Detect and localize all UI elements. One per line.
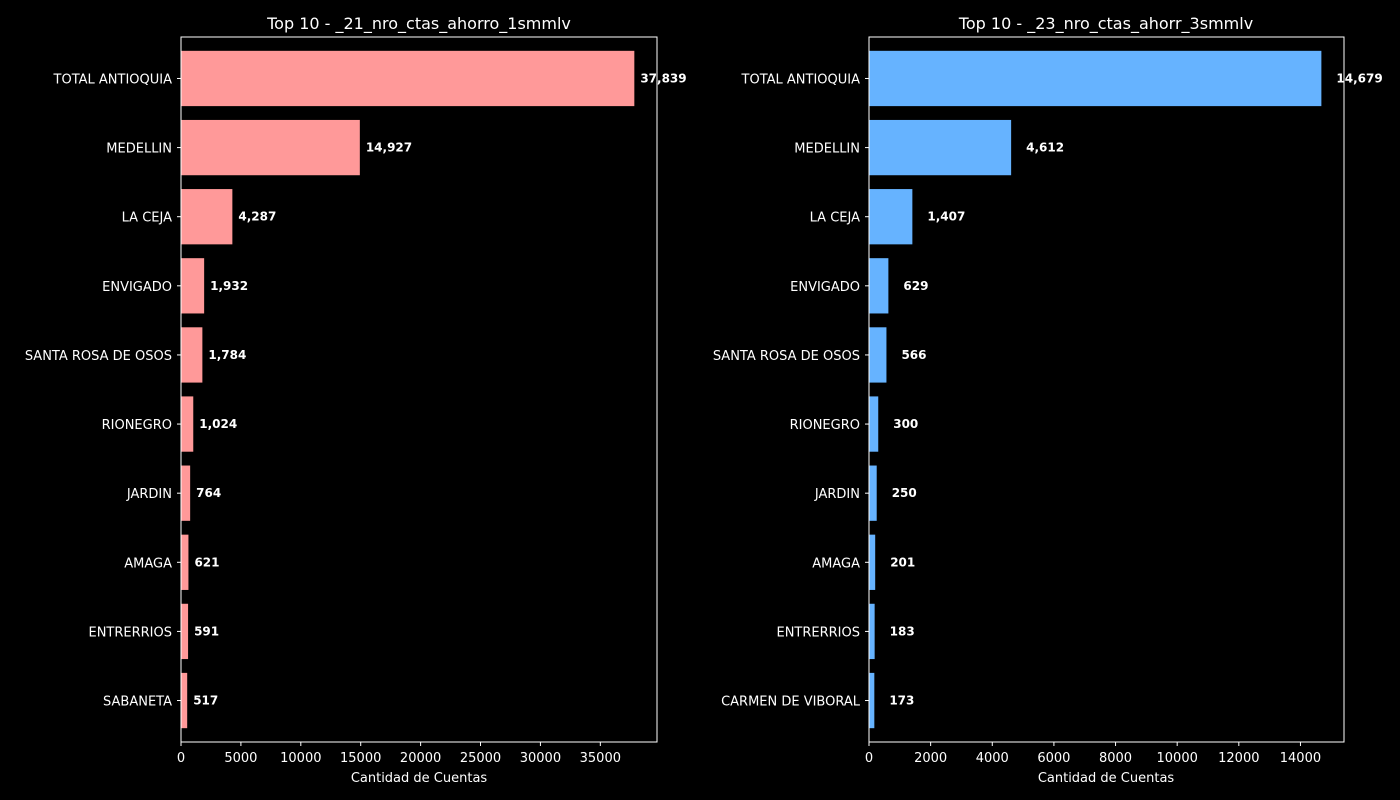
- x-tick-label: 5000: [224, 751, 257, 766]
- bar: [869, 466, 877, 521]
- x-tick-label: 0: [177, 751, 185, 766]
- y-tick-label: RIONEGRO: [102, 418, 172, 433]
- bar-value-label: 14,927: [366, 141, 412, 155]
- left-chart: Top 10 - _21_nro_ctas_ahorro_1smmlv Cant…: [25, 14, 687, 786]
- bar-value-label: 517: [193, 694, 218, 708]
- x-axis-label: Cantidad de Cuentas: [1038, 771, 1175, 786]
- bar: [181, 396, 193, 451]
- bar: [869, 189, 912, 244]
- chart-title: Top 10 - _21_nro_ctas_ahorro_1smmlv: [266, 14, 571, 34]
- bar: [181, 51, 634, 106]
- bar: [869, 258, 888, 313]
- bar-value-label: 4,612: [1026, 141, 1064, 155]
- y-tick-label: JARDIN: [814, 487, 860, 502]
- y-tick-label: LA CEJA: [122, 211, 172, 226]
- y-tick-label: TOTAL ANTIOQUIA: [53, 72, 173, 87]
- bar-value-label: 629: [903, 279, 928, 293]
- x-tick-label: 6000: [1037, 751, 1070, 766]
- bar: [181, 189, 232, 244]
- bar-value-label: 566: [901, 348, 926, 362]
- bar-value-label: 1,407: [927, 210, 965, 224]
- y-tick-label: SANTA ROSA DE OSOS: [25, 349, 172, 364]
- y-tick-label: ENVIGADO: [102, 280, 172, 295]
- y-tick-label: SANTA ROSA DE OSOS: [713, 349, 860, 364]
- bar-value-label: 764: [196, 486, 221, 500]
- bar: [869, 535, 875, 590]
- x-tick-label: 14000: [1280, 751, 1321, 766]
- bar: [869, 120, 1011, 175]
- x-tick-label: 25000: [460, 751, 501, 766]
- x-tick-label: 4000: [976, 751, 1009, 766]
- y-tick-label: ENTRERRIOS: [776, 625, 860, 640]
- bar: [181, 535, 188, 590]
- bar-value-label: 621: [194, 555, 219, 569]
- bar-value-label: 300: [893, 417, 918, 431]
- bar: [181, 258, 204, 313]
- x-tick-label: 0: [865, 751, 873, 766]
- x-tick-label: 30000: [520, 751, 561, 766]
- y-tick-label: ENTRERRIOS: [88, 625, 172, 640]
- y-tick-label: AMAGA: [124, 556, 172, 571]
- x-tick-label: 10000: [280, 751, 321, 766]
- bar: [181, 327, 202, 382]
- bar: [181, 604, 188, 659]
- bar-value-label: 250: [892, 486, 917, 500]
- bar-value-label: 1,784: [208, 348, 246, 362]
- bar: [869, 604, 875, 659]
- bar-value-label: 4,287: [238, 210, 276, 224]
- bar: [869, 51, 1321, 106]
- y-tick-label: MEDELLIN: [106, 142, 172, 157]
- x-axis-label: Cantidad de Cuentas: [351, 771, 488, 786]
- bar: [869, 327, 886, 382]
- bar-value-label: 14,679: [1336, 71, 1382, 85]
- bar-value-label: 201: [890, 555, 915, 569]
- y-tick-label: LA CEJA: [810, 211, 860, 226]
- bar-value-label: 37,839: [640, 71, 686, 85]
- bar-value-label: 183: [890, 624, 915, 638]
- bar: [181, 673, 187, 728]
- x-tick-label: 20000: [400, 751, 441, 766]
- y-tick-label: ENVIGADO: [790, 280, 860, 295]
- x-tick-label: 15000: [340, 751, 381, 766]
- bar: [181, 120, 360, 175]
- bar-value-label: 1,932: [210, 279, 248, 293]
- y-tick-label: TOTAL ANTIOQUIA: [741, 72, 861, 87]
- bar: [869, 396, 878, 451]
- bar-value-label: 591: [194, 624, 219, 638]
- chart-title: Top 10 - _23_nro_ctas_ahorr_3smmlv: [958, 14, 1253, 34]
- y-tick-label: AMAGA: [812, 556, 860, 571]
- x-tick-label: 10000: [1157, 751, 1198, 766]
- bar-value-label: 173: [889, 694, 914, 708]
- y-tick-label: MEDELLIN: [794, 142, 860, 157]
- y-tick-label: SABANETA: [103, 695, 172, 710]
- y-tick-label: JARDIN: [126, 487, 172, 502]
- x-tick-label: 35000: [580, 751, 621, 766]
- x-tick-label: 2000: [914, 751, 947, 766]
- bar: [869, 673, 874, 728]
- x-tick-label: 8000: [1099, 751, 1132, 766]
- bar-value-label: 1,024: [199, 417, 237, 431]
- y-tick-label: RIONEGRO: [790, 418, 860, 433]
- y-tick-label: CARMEN DE VIBORAL: [721, 695, 861, 710]
- bar: [181, 466, 190, 521]
- right-chart: Top 10 - _23_nro_ctas_ahorr_3smmlv Canti…: [713, 14, 1383, 786]
- x-tick-label: 12000: [1218, 751, 1259, 766]
